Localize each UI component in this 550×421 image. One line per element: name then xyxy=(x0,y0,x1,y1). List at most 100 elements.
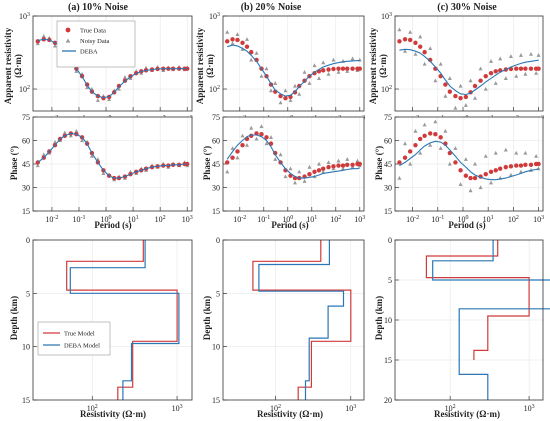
plot-frame xyxy=(32,15,193,112)
noisy-data-point xyxy=(418,150,423,155)
true-data-point xyxy=(488,169,494,175)
noisy-data-point xyxy=(278,100,283,105)
y-tick-label: 20 xyxy=(384,396,392,405)
true-data-point xyxy=(357,66,362,71)
legend-bottom: True Model DEBA Model xyxy=(37,321,111,356)
noisy-data-point xyxy=(397,27,402,32)
noisy-data-point xyxy=(438,146,443,150)
true-data-point xyxy=(345,66,350,71)
panel-c-phase: 10-2 10-1 100 101 102 103 15 30 45 60 75 xyxy=(384,113,544,224)
true-data-point xyxy=(523,66,528,71)
noisy-data-point xyxy=(413,128,418,133)
noisy-data-point xyxy=(478,66,483,71)
y-tick-label: 5 xyxy=(216,289,220,298)
noisy-data-point xyxy=(428,143,433,147)
ylabel-resistivity-b-line1: Apparent resistivity xyxy=(195,27,205,104)
noisy-data-point xyxy=(355,158,360,163)
noisy-data-point xyxy=(443,93,448,98)
noisy-data-point xyxy=(249,57,254,62)
noisy-data-point xyxy=(403,48,408,53)
y-tick-label: 60 xyxy=(384,137,392,146)
true-data-point xyxy=(225,39,230,44)
noisy-data-point xyxy=(397,175,402,180)
true-data-point xyxy=(488,70,494,76)
xlabel-resistivity-b: Resistivity (Ω·m) xyxy=(257,409,323,419)
noisy-data-point xyxy=(350,56,355,61)
noisy-data-point xyxy=(489,180,494,185)
noisy-data-point xyxy=(340,166,345,171)
true-data-point xyxy=(340,66,346,71)
x-tick-label: 102 xyxy=(87,404,98,413)
ylabel-depth-a: Depth (km) xyxy=(9,296,19,340)
noisy-data-point xyxy=(514,150,519,155)
plot-area xyxy=(395,16,543,111)
y-tick-label: 15 xyxy=(384,356,392,365)
ylabel-phase-b: Phase (°) xyxy=(202,146,212,180)
y-tick-label: 103 xyxy=(209,12,220,21)
true-data-point xyxy=(483,73,488,79)
noisy-data-point xyxy=(297,169,302,174)
xlabel-resistivity-a: Resistivity (Ω·m) xyxy=(80,409,146,419)
true-data-point xyxy=(326,164,331,170)
y-tick-label: 15 xyxy=(384,207,392,216)
ylabel-resistivity-a-line1: Apparent resistivity xyxy=(3,27,13,104)
true-data-point xyxy=(413,40,418,45)
legend-true-model-label: True Model xyxy=(64,331,95,338)
true-model-profile xyxy=(252,240,352,400)
noisy-data-point xyxy=(53,43,58,48)
y-tick-label: 5 xyxy=(388,276,392,285)
noisy-data-point xyxy=(316,76,321,80)
true-data-point xyxy=(433,132,438,137)
true-data-point xyxy=(240,40,245,45)
noisy-data-point xyxy=(62,130,67,135)
true-data-point xyxy=(331,164,336,169)
true-data-point xyxy=(283,95,288,101)
noisy-data-point xyxy=(433,78,438,83)
y-tick-label: 102 xyxy=(19,85,30,94)
noisy-data-point xyxy=(116,86,121,91)
y-tick-label: 103 xyxy=(381,12,392,21)
deba-model-profile xyxy=(432,240,550,400)
x-tick-label: 102 xyxy=(445,404,456,413)
true-data-point xyxy=(278,93,283,99)
x-tick-label: 100 xyxy=(101,215,112,224)
true-data-point xyxy=(326,67,331,72)
panel-c-model: 102 103 0 5 10 15 20 xyxy=(384,236,550,413)
noisy-data-point xyxy=(422,122,427,127)
true-data-point xyxy=(478,78,483,83)
x-tick-label: 102 xyxy=(330,215,341,224)
true-data-point xyxy=(472,175,478,181)
y-tick-label: 60 xyxy=(22,137,30,146)
y-tick-label: 30 xyxy=(212,184,220,193)
noisy-data-point xyxy=(473,161,478,166)
noisy-data-point xyxy=(283,174,288,179)
y-tick-label: 15 xyxy=(212,396,220,405)
true-data-point xyxy=(447,89,453,94)
noisy-data-point xyxy=(264,66,269,71)
true-data-point xyxy=(528,162,534,167)
noisy-data-point xyxy=(463,103,468,107)
x-tick-label: 102 xyxy=(270,404,281,413)
true-data-point xyxy=(443,82,448,87)
true-data-point xyxy=(321,68,326,73)
noisy-data-point xyxy=(35,163,40,168)
true-data-point xyxy=(249,49,254,55)
noisy-data-point xyxy=(321,169,326,174)
noisy-data-point xyxy=(345,69,350,73)
noisy-data-point xyxy=(422,61,427,66)
noisy-data-point xyxy=(307,81,312,85)
true-data-point xyxy=(407,149,413,154)
y-tick-label: 10 xyxy=(22,343,30,352)
y-tick-label: 30 xyxy=(384,184,392,193)
noisy-data-point xyxy=(264,141,269,146)
x-tick-label: 103 xyxy=(182,215,193,224)
noisy-data-point xyxy=(302,179,307,183)
y-tick-label: 45 xyxy=(22,160,30,169)
true-data-point xyxy=(240,143,245,148)
noisy-data-point xyxy=(518,53,523,57)
noisy-data-point xyxy=(80,138,85,143)
noisy-data-point xyxy=(259,124,264,128)
true-data-point xyxy=(235,37,240,43)
noisy-data-point xyxy=(418,34,423,39)
y-tick-label: 10 xyxy=(384,316,392,325)
